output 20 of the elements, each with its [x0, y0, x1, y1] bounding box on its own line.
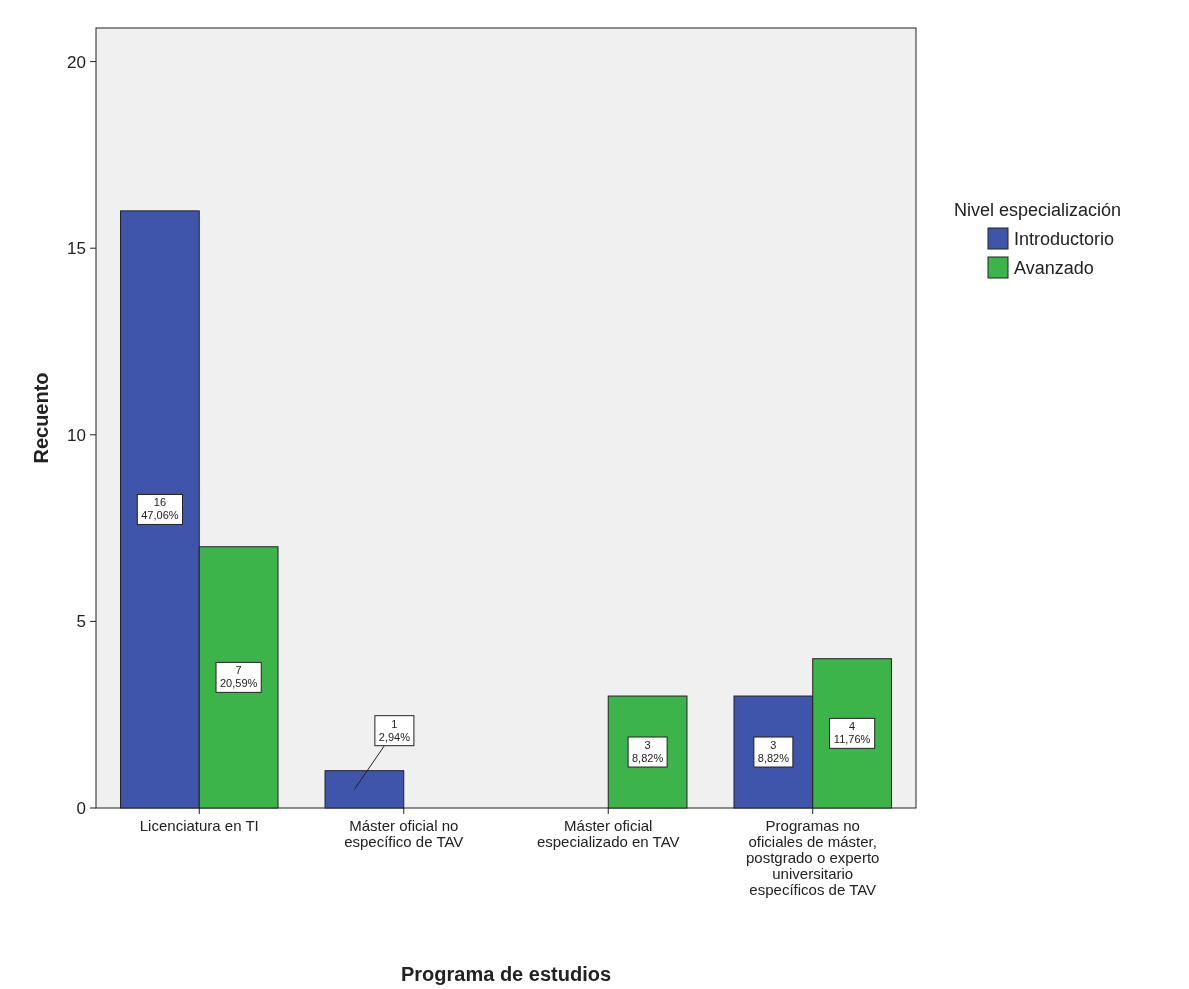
legend-label: Introductorio	[1014, 229, 1115, 249]
y-tick-label: 5	[76, 612, 86, 632]
data-label: 3 8,82%	[632, 739, 664, 765]
x-tick-label: Programas no oficiales de máster, postgrado o experto universitario específicos de TAV	[746, 817, 880, 898]
y-tick-label: 15	[67, 239, 86, 259]
legend-title: Nivel especialización	[954, 200, 1122, 220]
data-label: 16 47,06%	[141, 496, 179, 522]
data-label: 7 20,59%	[219, 664, 258, 690]
x-tick-label: Máster oficial especializado en TAV	[536, 817, 680, 850]
x-tick-label: Máster oficial no específico de TAV	[344, 817, 464, 850]
data-label: 1 2,94%	[378, 717, 411, 743]
data-label: 4 11,76%	[833, 720, 871, 746]
y-tick-label: 20	[67, 52, 86, 72]
x-axis-title: Programa de estudios	[400, 963, 612, 985]
y-axis-title: Recuento	[30, 372, 52, 464]
x-tick-label: Licenciatura en TI	[139, 817, 259, 834]
y-tick-label: 0	[76, 799, 86, 818]
data-label: 3 8,82%	[757, 739, 790, 765]
legend-label: Avanzado	[1014, 258, 1094, 278]
y-tick-label: 10	[67, 425, 86, 445]
